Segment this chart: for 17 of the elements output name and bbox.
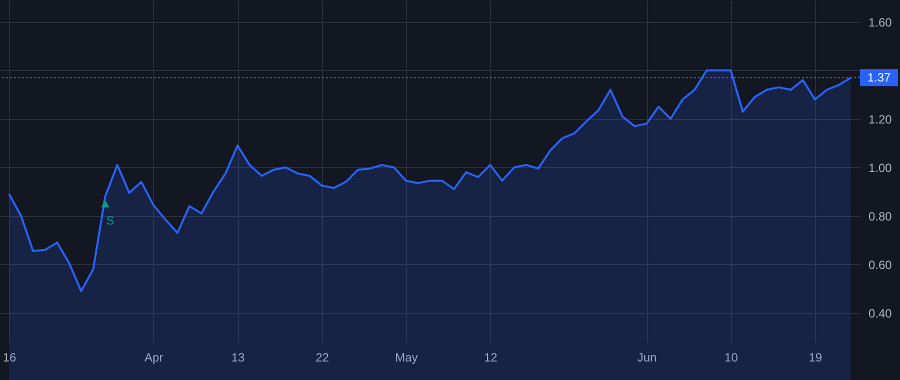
- y-tick-label: 0.60: [868, 258, 892, 272]
- y-tick-label: 0.40: [868, 306, 892, 320]
- x-tick-label: 10: [724, 350, 738, 364]
- x-tick-label: May: [395, 350, 418, 364]
- ref-line-label: 1.37: [867, 70, 891, 85]
- y-tick-label: 1.00: [868, 160, 892, 175]
- y-tick-label: 1.20: [868, 112, 892, 126]
- y-tick-label: 0.80: [868, 209, 892, 224]
- x-tick-label: Jun: [637, 350, 657, 364]
- x-tick-label: 22: [316, 350, 330, 364]
- x-tick-label: 16: [2, 350, 17, 364]
- x-tick-label: 13: [231, 350, 246, 364]
- x-tick-label: Apr: [144, 350, 164, 364]
- y-tick-label: 1.60: [868, 15, 892, 30]
- x-tick-label: 19: [808, 350, 822, 364]
- x-tick-label: 12: [484, 350, 498, 364]
- annotation: S: [106, 214, 114, 228]
